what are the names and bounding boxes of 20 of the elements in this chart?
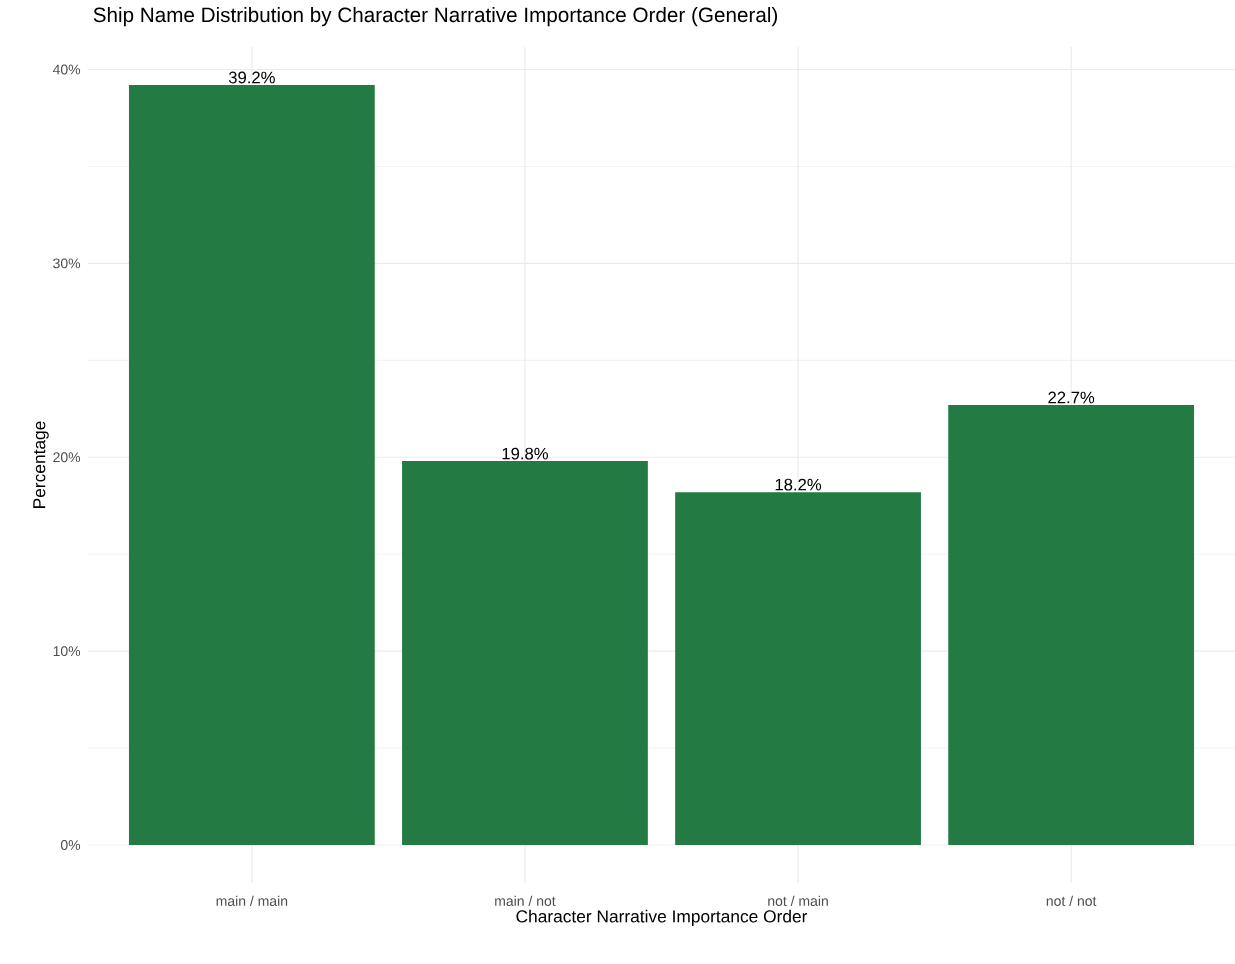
bar: [402, 461, 648, 845]
y-tick-label: 0%: [60, 840, 81, 850]
y-tick-label: 30%: [53, 258, 81, 269]
data-label: 22.7%: [1048, 391, 1095, 404]
y-tick-label: 20%: [53, 452, 81, 463]
x-tick-label: main / not: [495, 895, 556, 906]
chart-title: Ship Name Distribution by Character Narrative Importance Order (General): [93, 7, 778, 27]
x-tick-label: main / main: [216, 895, 288, 906]
data-label: 19.8%: [502, 447, 548, 460]
x-axis-title: Character Narrative Importance Order: [516, 909, 808, 926]
data-label: 39.2%: [228, 71, 275, 84]
bar: [128, 84, 375, 845]
x-tick-label: not / main: [768, 895, 828, 906]
bar: [675, 492, 921, 845]
y-tick-label: 40%: [52, 64, 81, 75]
y-axis-title: Percentage: [33, 421, 49, 508]
data-label: 18.2%: [775, 478, 822, 491]
bar: [948, 404, 1195, 845]
x-tick-label: not / not: [1046, 895, 1097, 906]
y-tick-label: 10%: [53, 646, 81, 657]
